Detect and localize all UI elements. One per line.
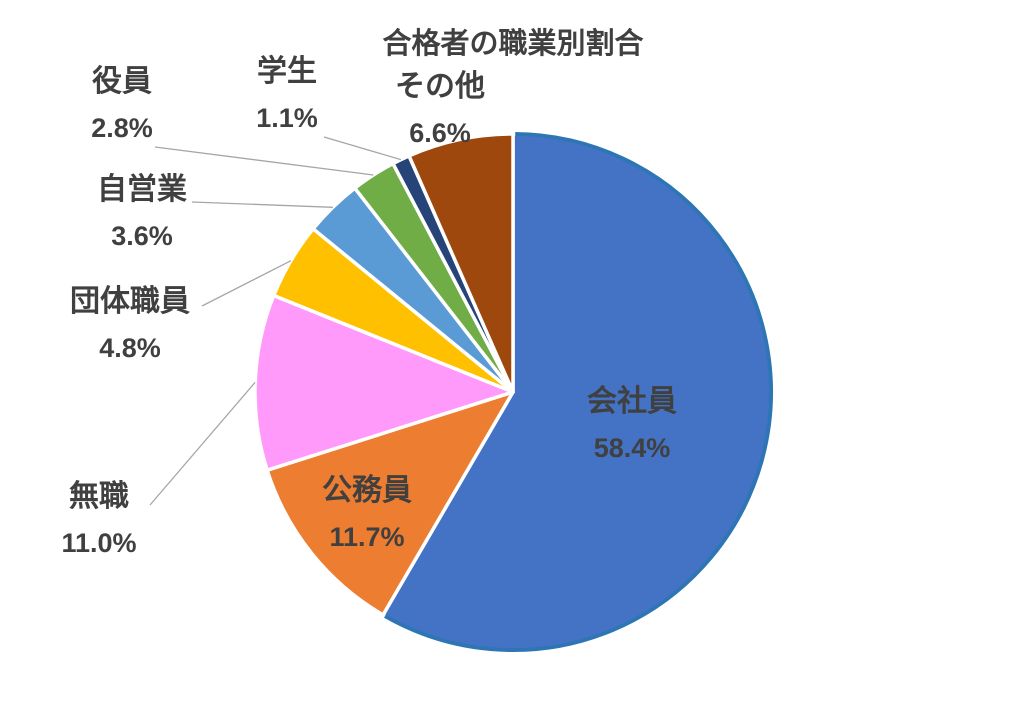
slice-name: 役員 [92, 65, 152, 98]
slice-percent: 6.6% [409, 118, 471, 148]
pie-label-executive: 役員 2.8% [32, 59, 212, 151]
pie-label-other: その他 6.6% [350, 64, 530, 156]
slice-percent: 1.1% [256, 103, 318, 133]
pie-label-student: 学生 1.1% [197, 49, 377, 141]
pie-slice [253, 293, 515, 472]
pie-label-public-servant: 公務員 11.7% [277, 468, 457, 560]
pie-label-company-employee: 会社員 58.4% [542, 379, 722, 471]
leader-line [191, 201, 333, 208]
slice-percent: 3.6% [111, 221, 173, 251]
pie-slice [265, 390, 515, 617]
pie-slice [407, 132, 515, 394]
slice-percent: 2.8% [91, 113, 153, 143]
leader-line [201, 260, 292, 307]
slice-name: 学生 [257, 55, 317, 88]
leader-line [323, 136, 402, 161]
slice-percent: 4.8% [99, 333, 161, 363]
slice-percent: 11.7% [329, 522, 405, 552]
slice-percent: 11.0% [61, 528, 137, 558]
slice-percent: 58.4% [593, 433, 671, 463]
slice-name: その他 [395, 70, 485, 103]
chart-title: 合格者の職業別割合 [382, 28, 644, 60]
pie-label-self-employed: 自営業 3.6% [52, 167, 232, 259]
leader-line [149, 381, 256, 506]
slice-name: 自営業 [97, 173, 187, 206]
first-slice-rim [384, 132, 773, 652]
slice-name: 団体職員 [70, 285, 190, 318]
leader-line [154, 146, 374, 176]
slice-name: 無職 [69, 480, 129, 513]
slice-name: 公務員 [322, 474, 412, 507]
slice-name: 会社員 [587, 385, 677, 418]
pie-label-org-staff: 団体職員 4.8% [40, 279, 220, 371]
pie-label-unemployed: 無職 11.0% [9, 474, 189, 566]
